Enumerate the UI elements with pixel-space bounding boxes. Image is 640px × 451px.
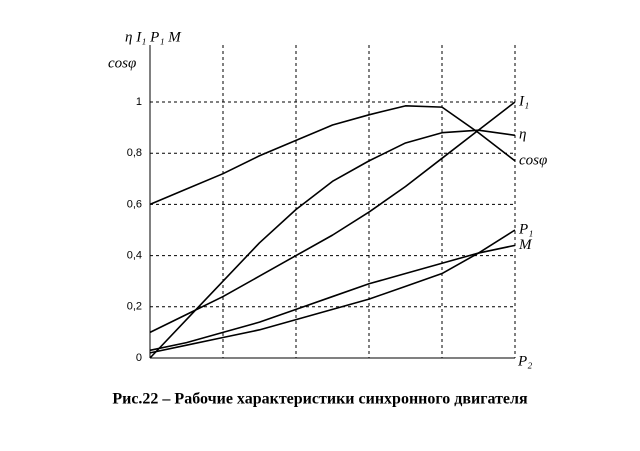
y-label: η I₁ P₁ M [125, 29, 182, 45]
y-tick-label: 0,6 [127, 198, 142, 210]
x-label: P₂ [517, 353, 532, 369]
legend-label: P₁ [518, 221, 533, 237]
legend-label: cosφ [519, 152, 547, 168]
series-line [149, 244, 516, 352]
legend-label: I₁ [518, 93, 529, 109]
y-tick-label: 0,4 [127, 250, 142, 262]
chart-title: Рис.22 – Рабочие характеристики синхронн… [112, 391, 528, 408]
series-line [149, 129, 516, 359]
y-tick-label: 0,2 [127, 301, 142, 313]
y-label-2: cosφ [108, 55, 136, 71]
y-tick-label: 0 [136, 352, 142, 364]
legend-label: M [518, 237, 533, 253]
series-line [149, 105, 516, 206]
y-tick-label: 1 [136, 96, 142, 108]
y-tick-label: 0,8 [127, 147, 142, 159]
legend-label: η [519, 127, 526, 143]
series-line [149, 229, 516, 354]
series-line [149, 101, 516, 334]
